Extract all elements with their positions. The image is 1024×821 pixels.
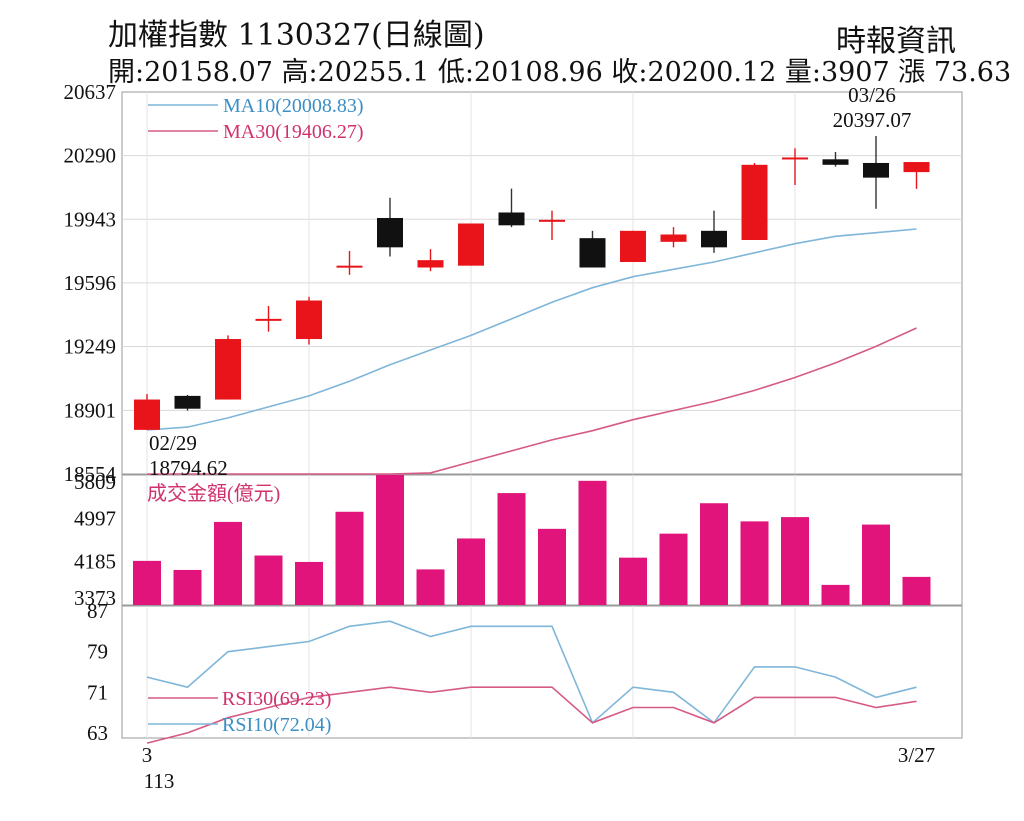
- price-tick-label: 20290: [64, 144, 117, 168]
- x-end-label: 3/27: [898, 743, 935, 767]
- candle-body: [822, 159, 849, 165]
- candle-body: [701, 230, 727, 248]
- candle-body: [417, 260, 444, 268]
- volume-title: 成交金額(億元): [147, 482, 280, 505]
- low-annotation-value: 18794.62: [149, 456, 228, 480]
- volume-bar: [173, 569, 202, 605]
- high-annotation-date: 03/26: [848, 83, 896, 107]
- volume-tick-label: 5809: [74, 470, 116, 494]
- candle-body: [215, 339, 241, 400]
- volume-bar: [254, 555, 283, 605]
- rsi-tick-label: 79: [87, 640, 108, 664]
- volume-bar: [578, 480, 607, 605]
- candle-body: [903, 162, 930, 173]
- rsi-tick-label: 87: [87, 599, 108, 623]
- volume-bar: [862, 524, 890, 605]
- volume-bar: [659, 533, 688, 605]
- candle-body: [174, 395, 201, 409]
- volume-bar: [416, 569, 445, 605]
- candle-body: [863, 162, 889, 178]
- rsi30-legend-label: RSI30(69.23): [222, 688, 331, 710]
- candle-body: [134, 399, 160, 430]
- ma10-legend-label: MA10(20008.83): [223, 95, 364, 117]
- volume-bar: [133, 560, 161, 605]
- volume-tick-label: 4185: [74, 550, 116, 574]
- ma30-line: [147, 327, 917, 475]
- volume-bar: [700, 503, 728, 605]
- price-tick-label: 18901: [64, 398, 117, 422]
- low-annotation-date: 02/29: [149, 431, 197, 455]
- chart-title: 加權指數 1130327(日線圖): [108, 18, 485, 53]
- candle-body: [255, 318, 282, 321]
- ohlc-summary: 開:20158.07 高:20255.1 低:20108.96 收:20200.…: [108, 57, 1012, 88]
- ma30-legend-label: MA30(19406.27): [223, 121, 364, 143]
- volume-bar: [295, 561, 323, 605]
- candle-body: [620, 230, 646, 263]
- rsi10-line: [146, 620, 917, 725]
- candle-body: [377, 217, 403, 248]
- candle-body: [579, 238, 606, 268]
- candle-body: [498, 212, 525, 226]
- volume-tick-label: 3373: [74, 586, 116, 610]
- rsi10-legend-label: RSI10(72.04): [222, 714, 331, 736]
- volume-bar: [335, 511, 364, 605]
- x-start-label: 3: [142, 743, 153, 767]
- source-label: 時報資訊: [836, 24, 956, 59]
- high-annotation-value: 20397.07: [833, 108, 912, 132]
- volume-bar: [821, 584, 850, 605]
- volume-bar: [902, 576, 931, 605]
- candle-body: [660, 234, 687, 242]
- volume-bar: [538, 528, 566, 605]
- volume-bar: [497, 493, 526, 605]
- candle-body: [741, 164, 768, 240]
- ma10-line: [146, 228, 917, 431]
- candle-body: [458, 223, 484, 266]
- volume-bar: [214, 521, 242, 605]
- volume-bar: [619, 557, 647, 605]
- rsi-tick-label: 71: [87, 680, 108, 704]
- candle-body: [539, 219, 565, 222]
- rsi-tick-label: 63: [87, 721, 108, 745]
- volume-tick-label: 4997: [74, 506, 116, 530]
- price-tick-label: 19596: [64, 271, 117, 295]
- price-tick-label: 19249: [64, 335, 117, 359]
- volume-bar: [781, 517, 809, 605]
- price-tick-label: 18554: [64, 462, 117, 486]
- candle-body: [336, 265, 363, 268]
- x-start-year-label: 113: [144, 769, 175, 793]
- rsi30-line: [146, 686, 917, 744]
- price-tick-label: 20637: [64, 80, 117, 104]
- volume-bar: [376, 475, 404, 605]
- rsi-panel-frame: [121, 605, 963, 739]
- candle-body: [296, 300, 322, 340]
- volume-bar: [457, 538, 485, 605]
- price-tick-label: 19943: [64, 207, 117, 231]
- candle-body: [782, 157, 808, 160]
- volume-bar: [740, 521, 769, 605]
